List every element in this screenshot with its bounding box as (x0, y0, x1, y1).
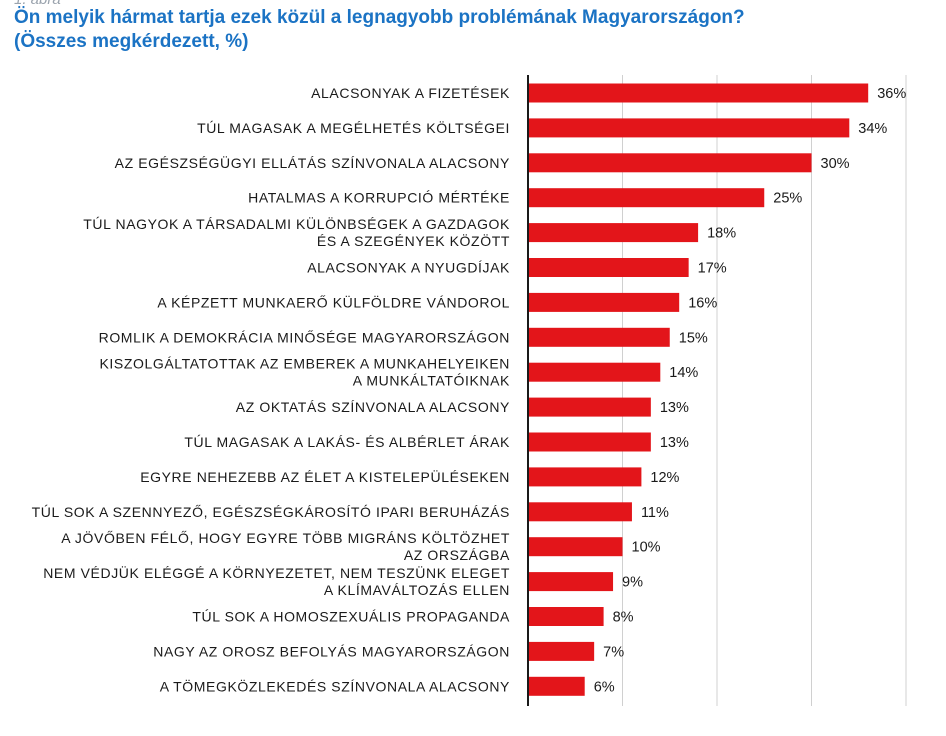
chart-title: Ön melyik hármat tartja ezek közül a leg… (14, 6, 934, 54)
category-label: NEM VÉDJÜK ELÉGGÉ A KÖRNYEZETET, NEM TES… (43, 564, 510, 581)
category-label: NAGY AZ OROSZ BEFOLYÁS MAGYARORSZÁGON (153, 643, 510, 659)
chart-title-main: Ön melyik hármat tartja ezek közül a leg… (14, 7, 745, 28)
figure-number-label: 1. ábra (14, 0, 61, 8)
bar (528, 362, 661, 382)
bar (528, 676, 585, 696)
category-label: A KLÍMAVÁLTOZÁS ELLEN (324, 582, 510, 598)
value-label: 36% (877, 86, 906, 102)
bar (528, 607, 604, 626)
value-label: 30% (821, 156, 850, 172)
category-label: AZ OKTATÁS SZÍNVONALA ALACSONY (236, 399, 510, 415)
bar (528, 572, 614, 592)
bar (528, 118, 850, 138)
bar (528, 467, 642, 487)
bar (528, 258, 689, 277)
value-label: 14% (669, 365, 698, 381)
category-label: TÚL NAGYOK A TÁRSADALMI KÜLÖNBSÉGEK A GA… (83, 215, 510, 232)
category-label: ALACSONYAK A NYUGDÍJAK (307, 260, 510, 276)
value-label: 18% (707, 226, 736, 242)
category-label: ÉS A SZEGÉNYEK KÖZÖTT (317, 232, 510, 249)
value-label: 8% (613, 610, 634, 626)
category-label: TÚL SOK A SZENNYEZŐ, EGÉSZSÉGKÁROSÍTÓ IP… (32, 504, 510, 520)
bar (528, 83, 869, 103)
bar (528, 188, 765, 208)
category-label: HATALMAS A KORRUPCIÓ MÉRTÉKE (248, 190, 510, 206)
category-label: A JÖVŐBEN FÉLŐ, HOGY EGYRE TÖBB MIGRÁNS … (61, 529, 510, 546)
value-label: 15% (679, 330, 708, 346)
category-label: KISZOLGÁLTATOTTAK AZ EMBEREK A MUNKAHELY… (99, 356, 510, 372)
bar (528, 292, 680, 312)
bar (528, 537, 623, 557)
category-label: A TÖMEGKÖZLEKEDÉS SZÍNVONALA ALACSONY (160, 677, 510, 694)
bar (528, 397, 651, 417)
value-label: 13% (660, 435, 689, 451)
value-label: 16% (688, 295, 717, 311)
category-label: A MUNKÁLTATÓIKNAK (353, 373, 510, 389)
bar (528, 432, 651, 452)
chart-subtitle: (Összes megkérdezett, %) (14, 31, 249, 52)
bar (528, 223, 699, 243)
value-label: 12% (650, 470, 679, 486)
bar (528, 502, 632, 522)
value-label: 34% (858, 121, 887, 137)
value-label: 7% (603, 644, 624, 660)
category-label: ROMLIK A DEMOKRÁCIA MINŐSÉGE MAGYARORSZÁ… (99, 329, 510, 345)
value-label: 9% (622, 575, 643, 591)
value-label: 17% (698, 261, 727, 277)
value-label: 11% (641, 505, 669, 521)
bar (528, 153, 812, 173)
bar (528, 327, 670, 347)
category-label: EGYRE NEHEZEBB AZ ÉLET A KISTELEPÜLÉSEKE… (140, 468, 510, 485)
category-label: TÚL MAGASAK A LAKÁS- ÉS ALBÉRLET ÁRAK (184, 434, 510, 450)
value-label: 25% (773, 191, 802, 207)
category-label: TÚL SOK A HOMOSZEXUÁLIS PROPAGANDA (192, 609, 510, 625)
category-label: AZ ORSZÁGBA (404, 547, 510, 563)
value-label: 10% (632, 540, 661, 556)
value-label: 6% (594, 679, 615, 695)
category-label: AZ EGÉSZSÉGÜGYI ELLÁTÁS SZÍNVONALA ALACS… (115, 154, 510, 171)
category-label: A KÉPZETT MUNKAERŐ KÜLFÖLDRE VÁNDOROL (157, 293, 510, 310)
category-label: ALACSONYAK A FIZETÉSEK (311, 85, 510, 101)
value-label: 13% (660, 400, 689, 416)
bar (528, 641, 595, 661)
category-label: TÚL MAGASAK A MEGÉLHETÉS KÖLTSÉGEI (197, 119, 510, 136)
